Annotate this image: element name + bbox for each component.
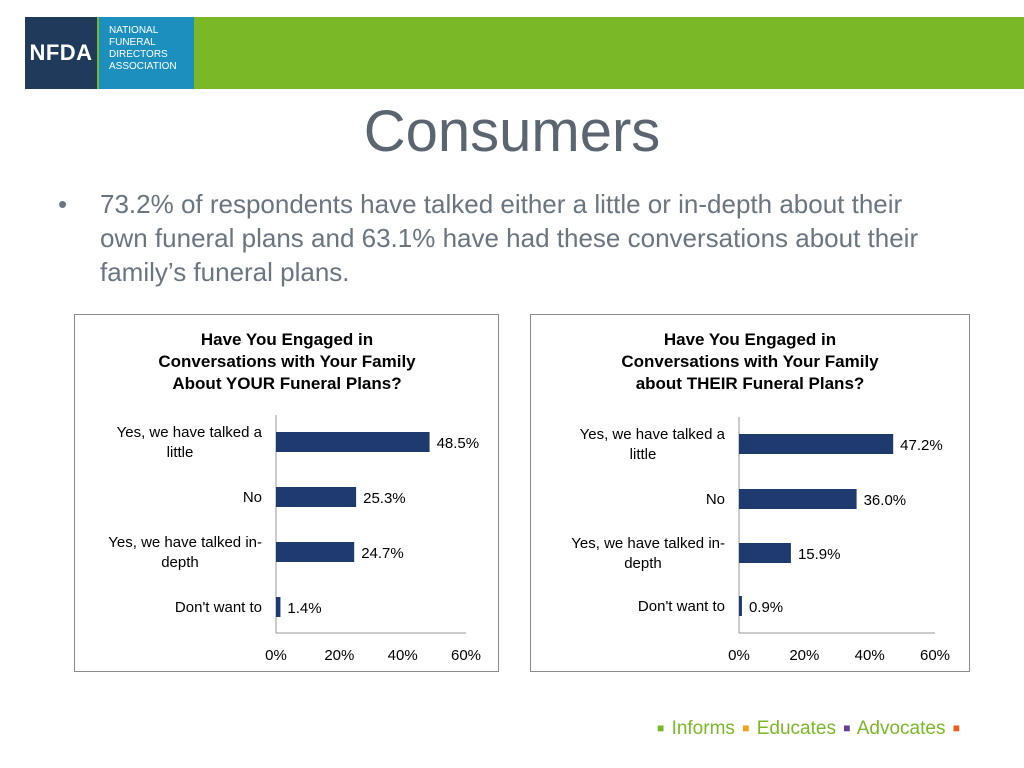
- page-title: Consumers: [363, 99, 661, 164]
- bar: [276, 597, 281, 617]
- data-label: 1.4%: [287, 600, 321, 617]
- square-icon: ■: [952, 721, 960, 735]
- square-icon: ■: [657, 721, 665, 735]
- bar: [276, 432, 430, 452]
- tagline-educates: Educates: [756, 718, 836, 739]
- logo-line: ASSOCIATION: [109, 61, 177, 72]
- category-label: Don't want to: [638, 598, 725, 615]
- data-label: 15.9%: [798, 546, 841, 563]
- bar: [276, 487, 357, 507]
- category-label: Don't want to: [175, 599, 262, 616]
- category-label: little: [630, 446, 657, 463]
- logo-line: NATIONAL: [109, 25, 159, 36]
- category-label: depth: [624, 555, 662, 572]
- footer-tagline: ■ Informs ■ Educates ■ Advocates ■: [655, 718, 962, 740]
- bar: [276, 542, 355, 562]
- logo-text: NATIONAL FUNERAL DIRECTORS ASSOCIATION: [99, 17, 194, 89]
- logo-line: FUNERAL: [109, 37, 156, 48]
- category-label: Yes, we have talked a: [580, 426, 726, 443]
- data-label: 24.7%: [361, 545, 404, 562]
- category-label: Yes, we have talked in-: [571, 535, 725, 552]
- square-icon: ■: [843, 721, 851, 735]
- bullet-dot: •: [58, 189, 68, 219]
- category-label: little: [167, 444, 194, 461]
- bar: [739, 596, 742, 616]
- category-label: Yes, we have talked in-: [108, 534, 262, 551]
- data-label: 47.2%: [900, 437, 943, 454]
- x-tick-label: 20%: [324, 647, 354, 664]
- bar: [739, 543, 791, 563]
- category-label: depth: [161, 554, 199, 571]
- data-label: 25.3%: [363, 490, 406, 507]
- data-label: 0.9%: [749, 599, 783, 616]
- data-label: 48.5%: [437, 435, 480, 452]
- chart-their-funeral-plans: Have You Engaged in Conversations with Yo…: [530, 314, 970, 672]
- bullet-text: 73.2% of respondents have talked either …: [100, 189, 919, 287]
- x-tick-label: 0%: [265, 647, 287, 664]
- chart-svg: Have You Engaged in Conversations with Yo…: [108, 330, 481, 664]
- chart-your-funeral-plans: Have You Engaged in Conversations with Yo…: [74, 314, 499, 672]
- chart-title-line: Conversations with Your Family: [158, 352, 416, 371]
- tagline-advocates: Advocates: [856, 718, 946, 739]
- tagline-informs: Informs: [671, 718, 735, 739]
- category-label: No: [706, 491, 725, 508]
- x-tick-label: 20%: [789, 647, 819, 664]
- chart-title-line: Have You Engaged in: [664, 330, 836, 349]
- chart-title-line: About YOUR Funeral Plans?: [172, 374, 401, 393]
- square-icon: ■: [742, 721, 750, 735]
- x-tick-label: 40%: [388, 647, 418, 664]
- x-tick-label: 40%: [855, 647, 885, 664]
- nfda-logo: NFDA NATIONAL FUNERAL DIRECTORS ASSOCIAT…: [25, 17, 194, 89]
- x-tick-label: 0%: [728, 647, 750, 664]
- category-label: Yes, we have talked a: [117, 424, 263, 441]
- chart-title-line: Have You Engaged in: [201, 330, 373, 349]
- bar: [739, 489, 857, 509]
- chart-title-line: Conversations with Your Family: [621, 352, 879, 371]
- chart-svg: Have You Engaged in Conversations with Yo…: [571, 330, 950, 664]
- chart-title-line: about THEIR Funeral Plans?: [636, 374, 865, 393]
- x-tick-label: 60%: [451, 647, 481, 664]
- logo-line: DIRECTORS: [109, 49, 168, 60]
- logo-mark: NFDA: [25, 17, 97, 89]
- bar: [739, 434, 894, 454]
- bullet-point: • 73.2% of respondents have talked eithe…: [58, 187, 938, 289]
- category-label: No: [243, 489, 262, 506]
- x-tick-label: 60%: [920, 647, 950, 664]
- data-label: 36.0%: [864, 492, 907, 509]
